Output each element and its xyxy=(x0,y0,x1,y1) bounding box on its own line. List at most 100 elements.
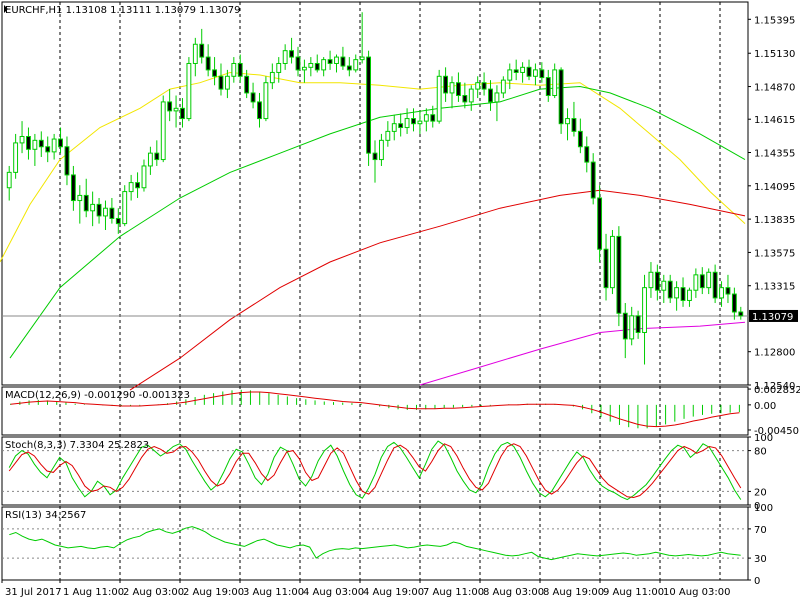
candle-body xyxy=(224,75,230,90)
candle-body xyxy=(667,280,673,299)
candle-body xyxy=(314,62,320,71)
candle-body xyxy=(263,82,269,120)
candle-body xyxy=(449,82,455,94)
candle-body xyxy=(725,287,731,295)
candle-body xyxy=(526,66,532,77)
candle-body xyxy=(103,207,108,217)
stoch-d-line xyxy=(8,443,742,499)
candle-body xyxy=(199,43,205,58)
candle-body xyxy=(289,50,294,58)
stoch-axis-label: 0 xyxy=(754,501,760,512)
candle-body xyxy=(693,274,699,291)
candle-body xyxy=(494,92,500,103)
candle-body xyxy=(212,69,217,77)
candle-body xyxy=(26,135,31,150)
candle-body xyxy=(731,293,737,313)
candle-body xyxy=(629,315,635,340)
candle-body xyxy=(398,123,404,129)
candle-body xyxy=(539,69,545,79)
time-axis-label: 2 Aug 03:00 xyxy=(123,587,184,598)
moving-average-line xyxy=(9,85,746,359)
candle-body xyxy=(552,69,558,97)
moving-average-line xyxy=(0,71,746,263)
price-axis-label: 1.13575 xyxy=(754,248,795,259)
price-axis-label: 1.15395 xyxy=(754,15,795,26)
candle-body xyxy=(244,75,250,94)
candle-body xyxy=(122,191,128,225)
candle-body xyxy=(648,271,654,289)
candle-body xyxy=(674,287,680,299)
moving-average-line xyxy=(129,189,746,391)
candle-body xyxy=(481,82,487,90)
candle-body xyxy=(372,152,378,161)
candle-body xyxy=(359,56,365,61)
rsi-axis-label: 100 xyxy=(754,503,773,514)
candle-body xyxy=(411,118,416,125)
candle-body xyxy=(385,130,391,141)
candle-body xyxy=(90,203,96,212)
time-axis-label: 3 Aug 11:00 xyxy=(243,587,304,598)
rsi-axis-label: 0 xyxy=(754,576,760,587)
pane-frame-macd xyxy=(1,386,749,436)
candle-body xyxy=(154,152,160,161)
rsi-axis-label: 30 xyxy=(754,554,767,565)
candle-body xyxy=(173,107,179,112)
macd-axis-label: 0.00 xyxy=(754,401,776,412)
stoch-axis-label: 20 xyxy=(754,487,767,498)
candle-body xyxy=(635,315,641,333)
candle-body xyxy=(680,287,686,301)
candle-body xyxy=(719,287,724,299)
candle-body xyxy=(462,95,468,103)
candle-body xyxy=(706,271,712,289)
candle-body xyxy=(391,123,397,132)
time-axis-label: 7 Aug 11:00 xyxy=(423,587,484,598)
candle-body xyxy=(115,217,121,225)
candle-body xyxy=(661,280,667,291)
moving-average-line xyxy=(419,321,746,386)
candle-body xyxy=(610,235,615,289)
candle-body xyxy=(488,88,493,103)
price-axis-label: 1.14870 xyxy=(754,83,795,94)
candle-body xyxy=(404,118,410,129)
macd-axis-label: 0.002832 xyxy=(754,385,800,396)
candle-body xyxy=(430,114,436,122)
candle-body xyxy=(468,88,474,103)
pane-frame-stoch xyxy=(1,436,749,506)
price-axis-label: 1.13315 xyxy=(754,282,795,293)
candle-body xyxy=(160,101,166,161)
candle-body xyxy=(577,130,583,148)
price-axis-label: 1.14615 xyxy=(754,115,795,126)
candle-body xyxy=(321,59,327,71)
price-axis-label: 1.12540 xyxy=(754,381,795,392)
macd-axis-label: -0.004501 xyxy=(754,426,800,437)
time-axis-label: 1 Aug 11:00 xyxy=(63,587,124,598)
time-axis-label: 4 Aug 19:00 xyxy=(363,587,424,598)
candle-body xyxy=(58,138,63,148)
candle-body xyxy=(6,171,12,189)
candle-body xyxy=(520,66,526,73)
candle-body xyxy=(83,194,89,212)
time-axis-label: 4 Aug 03:00 xyxy=(303,587,364,598)
rsi-axis-label: 70 xyxy=(754,525,767,536)
candle-body xyxy=(70,174,76,202)
price-axis-label: 1.14095 xyxy=(754,182,795,193)
candle-body xyxy=(205,56,211,71)
candle-body xyxy=(38,139,44,148)
candle-body xyxy=(346,65,352,71)
candle-body xyxy=(109,207,115,219)
candle-body xyxy=(218,75,224,90)
candle-body xyxy=(295,56,301,71)
candle-body xyxy=(51,138,57,153)
pane-frame-main xyxy=(1,1,749,386)
candle-body xyxy=(192,43,198,64)
rsi-line xyxy=(9,526,741,561)
candle-body xyxy=(738,311,744,317)
candle-body xyxy=(257,101,262,120)
candle-body xyxy=(334,56,339,64)
candle-body xyxy=(32,139,38,150)
current-price-tag xyxy=(749,309,798,322)
candle-body xyxy=(616,235,622,314)
macd-signal-line xyxy=(10,391,740,428)
time-axis-label: 8 Aug 19:00 xyxy=(543,587,604,598)
